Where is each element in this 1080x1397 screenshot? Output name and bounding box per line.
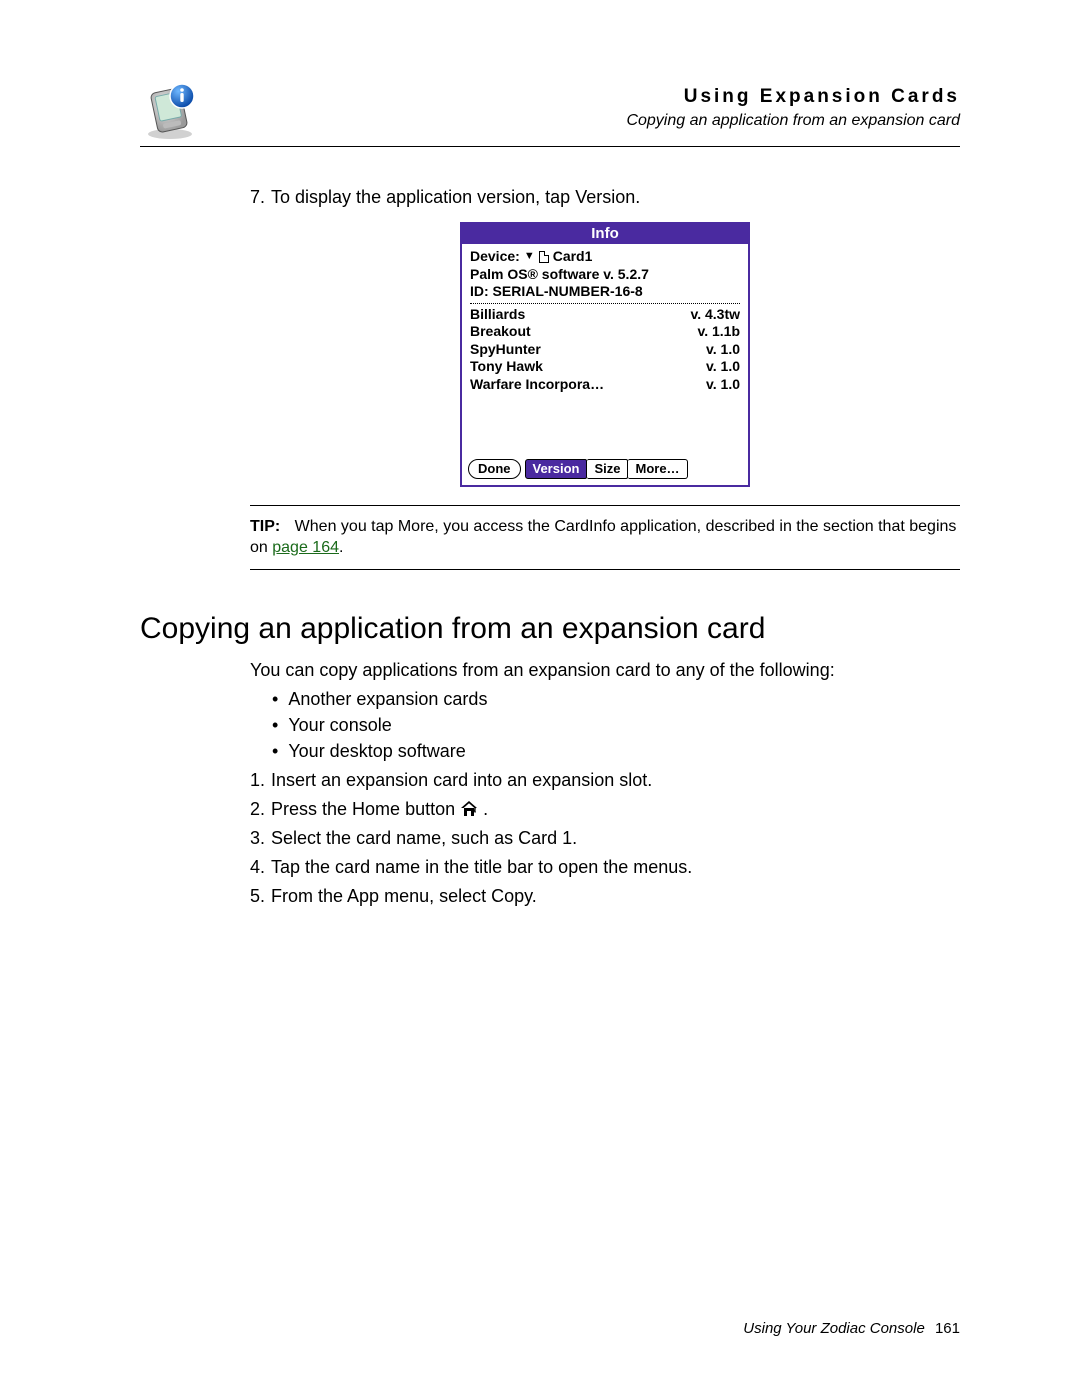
- numbered-step: 3. Select the card name, such as Card 1.: [250, 828, 960, 849]
- step-number: 4.: [250, 857, 265, 878]
- tip-text-before: When you tap More, you access the CardIn…: [250, 518, 956, 557]
- step-text: Tap the card name in the title bar to op…: [271, 857, 692, 878]
- palm-app-name: SpyHunter: [470, 341, 541, 359]
- section-intro: You can copy applications from an expans…: [250, 660, 960, 681]
- page-header: Using Expansion Cards Copying an applica…: [140, 80, 960, 140]
- tip-block: TIP: When you tap More, you access the C…: [250, 505, 960, 570]
- palm-app-row: Breakout v. 1.1b: [470, 323, 740, 341]
- bullet-item: Your console: [272, 715, 960, 736]
- palm-dialog-title: Info: [462, 224, 748, 244]
- palm-os-line: Palm OS® software v. 5.2.7: [470, 266, 740, 284]
- bullet-item: Your desktop software: [272, 741, 960, 762]
- chapter-title: Using Expansion Cards: [220, 86, 960, 108]
- footer-page-number: 161: [935, 1320, 960, 1337]
- palm-app-version: v. 1.0: [706, 376, 740, 394]
- header-subtitle: Copying an application from an expansion…: [220, 112, 960, 130]
- palm-segment-group: Version Size More…: [525, 459, 688, 479]
- numbered-step: 5. From the App menu, select Copy.: [250, 886, 960, 907]
- palm-device-label: Device:: [470, 248, 520, 266]
- palm-divider: [470, 303, 740, 304]
- pda-info-icon: [140, 80, 200, 140]
- step-text: To display the application version, tap …: [271, 187, 640, 208]
- step-number: 2.: [250, 799, 265, 820]
- step-text: Insert an expansion card into an expansi…: [271, 770, 652, 791]
- step-text: Press the Home button: [271, 799, 455, 820]
- footer-title: Using Your Zodiac Console: [743, 1320, 925, 1337]
- palm-size-button[interactable]: Size: [587, 459, 628, 479]
- palm-app-version: v. 1.1b: [697, 323, 740, 341]
- palm-app-name: Billiards: [470, 306, 525, 324]
- bullet-item: Another expansion cards: [272, 689, 960, 710]
- bullet-list: Another expansion cards Your console Your …: [250, 689, 960, 762]
- step-number: 3.: [250, 828, 265, 849]
- page-footer: Using Your Zodiac Console 161: [743, 1320, 960, 1337]
- palm-done-button[interactable]: Done: [468, 459, 521, 479]
- palm-app-row: Tony Hawk v. 1.0: [470, 358, 740, 376]
- step-number: 1.: [250, 770, 265, 791]
- step-number: 7.: [250, 187, 265, 208]
- step-number: 5.: [250, 886, 265, 907]
- step-text: .: [483, 799, 488, 820]
- tip-text-after: .: [339, 539, 343, 556]
- card-icon: [539, 251, 549, 263]
- palm-app-row: Billiards v. 4.3tw: [470, 306, 740, 324]
- numbered-step: 4. Tap the card name in the title bar to …: [250, 857, 960, 878]
- tip-label: TIP:: [250, 518, 280, 535]
- palm-id-line: ID: SERIAL-NUMBER-16-8: [470, 283, 740, 301]
- palm-device-row[interactable]: Device: ▼ Card1: [470, 248, 740, 266]
- section-heading: Copying an application from an expansion…: [140, 612, 960, 646]
- palm-more-button[interactable]: More…: [628, 459, 687, 479]
- header-rule: [140, 146, 960, 147]
- numbered-step: 2. Press the Home button .: [250, 799, 960, 820]
- palm-app-row: Warfare Incorpora… v. 1.0: [470, 376, 740, 394]
- palm-device-value: Card1: [553, 248, 593, 266]
- step-text: From the App menu, select Copy.: [271, 886, 537, 907]
- step-text: Select the card name, such as Card 1.: [271, 828, 577, 849]
- numbered-step: 1. Insert an expansion card into an expan…: [250, 770, 960, 791]
- tip-page-link[interactable]: page 164: [272, 539, 339, 556]
- step-7: 7. To display the application version, t…: [250, 187, 960, 208]
- dropdown-arrow-icon: ▼: [524, 250, 535, 264]
- palm-app-name: Tony Hawk: [470, 358, 543, 376]
- palm-app-version: v. 4.3tw: [690, 306, 740, 324]
- palm-app-version: v. 1.0: [706, 341, 740, 359]
- home-icon: [459, 800, 479, 818]
- palm-app-version: v. 1.0: [706, 358, 740, 376]
- palm-app-row: SpyHunter v. 1.0: [470, 341, 740, 359]
- palm-app-name: Breakout: [470, 323, 531, 341]
- palm-info-dialog: Info Device: ▼ Card1 Palm OS® software v…: [460, 222, 750, 487]
- palm-app-name: Warfare Incorpora…: [470, 376, 604, 394]
- palm-version-button[interactable]: Version: [525, 459, 588, 479]
